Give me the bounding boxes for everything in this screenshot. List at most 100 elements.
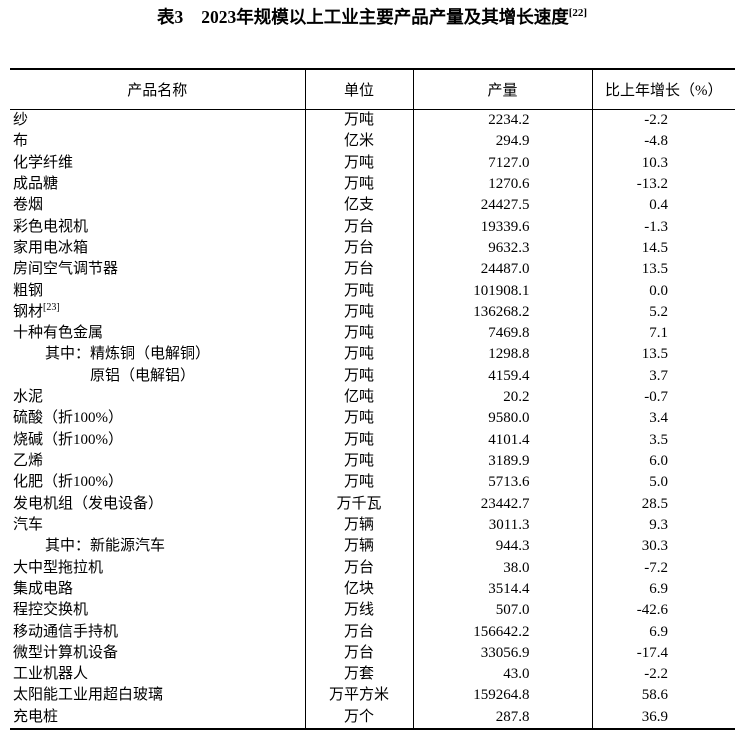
output-cell: 156642.2 (413, 621, 593, 643)
table-row: 彩色电视机 万台 19339.6 -1.3 (10, 216, 735, 238)
product-name-cell: 工业机器人 (10, 664, 306, 686)
product-name: 房间空气调节器 (13, 261, 119, 278)
table-row: 移动通信手持机 万台 156642.2 6.9 (10, 621, 735, 643)
output-cell: 3514.4 (413, 578, 593, 601)
unit-cell: 万辆 (305, 514, 414, 537)
column-header-product-name: 产品名称 (10, 69, 306, 110)
growth-cell: -2.2 (644, 112, 668, 128)
growth-cell: 30.3 (641, 538, 668, 555)
growth-cell: 28.5 (641, 495, 668, 512)
unit-cell: 亿米 (305, 131, 414, 153)
column-header-growth: 比上年增长（%） (592, 69, 735, 110)
product-name-cell: 化肥（折100%） (10, 472, 306, 494)
product-name-cell: 彩色电视机 (10, 216, 306, 238)
product-name-cell: 程控交换机 (10, 600, 306, 622)
growth-cell: 13.5 (641, 346, 668, 363)
unit-cell: 万吨 (305, 152, 414, 174)
output-cell: 23442.7 (413, 493, 593, 515)
table-row: 烧碱（折100%） 万吨 4101.4 3.5 (10, 429, 735, 451)
product-name-cell: 家用电冰箱 (10, 237, 306, 260)
product-name: 其中：新能源汽车 (45, 538, 166, 555)
footnote-ref-22: [22] (568, 7, 588, 19)
growth-cell: 7.1 (649, 325, 668, 342)
table-row: 十种有色金属 万吨 7469.8 7.1 (10, 323, 735, 345)
product-name-cell: 充电桩 (10, 706, 306, 730)
growth-cell: -13.2 (636, 175, 668, 192)
table-row: 卷烟 亿支 24427.5 0.4 (10, 195, 735, 217)
output-cell: 159264.8 (413, 685, 593, 707)
table-row: 发电机组（发电设备） 万千瓦 23442.7 28.5 (10, 493, 735, 515)
product-name-cell: 纱 (10, 109, 306, 132)
table-row: 水泥 亿吨 20.2 -0.7 (10, 387, 735, 409)
product-name-cell: 成品糖 (10, 173, 306, 196)
title-text: 2023年规模以上工业主要产品产量及其增长速度 (201, 6, 569, 27)
product-name-cell: 十种有色金属 (10, 323, 306, 345)
product-name: 集成电路 (13, 580, 74, 597)
unit-cell: 亿吨 (305, 387, 414, 409)
product-name-cell: 硫酸（折100%） (10, 408, 306, 430)
unit-cell: 万线 (305, 600, 414, 622)
unit-cell: 万吨 (305, 344, 414, 366)
unit-cell: 万吨 (305, 173, 414, 196)
unit-cell: 万吨 (305, 408, 414, 430)
product-name: 汽车 (13, 516, 44, 533)
unit-cell: 万辆 (305, 536, 414, 558)
growth-cell: 6.9 (649, 580, 668, 597)
table-row: 家用电冰箱 万台 9632.3 14.5 (10, 237, 735, 260)
table-row: 充电桩 万个 287.8 36.9 (10, 706, 735, 730)
unit-cell: 万千瓦 (305, 493, 414, 515)
output-cell: 101908.1 (413, 280, 593, 302)
product-name-cell: 集成电路 (10, 578, 306, 601)
output-cell: 5713.6 (413, 472, 593, 494)
table-row: 集成电路 亿块 3514.4 6.9 (10, 578, 735, 601)
product-name: 工业机器人 (13, 666, 89, 683)
product-name: 粗钢 (13, 282, 44, 299)
unit-cell: 亿支 (305, 195, 414, 217)
unit-cell: 万个 (305, 706, 414, 730)
table-row: 化肥（折100%） 万吨 5713.6 5.0 (10, 472, 735, 494)
product-name-cell: 水泥 (10, 387, 306, 409)
table-row: 钢材[23] 万吨 136268.2 5.2 (10, 301, 735, 324)
unit-cell: 万套 (305, 664, 414, 686)
product-name-cell: 钢材[23] (10, 301, 306, 324)
product-name-cell: 移动通信手持机 (10, 621, 306, 643)
output-cell: 4101.4 (413, 429, 593, 451)
growth-cell: -0.7 (644, 389, 668, 406)
product-name: 太阳能工业用超白玻璃 (13, 687, 164, 704)
table-row: 布 亿米 294.9 -4.8 (10, 131, 735, 153)
product-name: 充电桩 (13, 708, 59, 725)
product-name: 十种有色金属 (13, 325, 104, 342)
output-cell: 1270.6 (413, 173, 593, 196)
product-name-cell: 发电机组（发电设备） (10, 493, 306, 515)
growth-cell: -42.6 (636, 602, 668, 619)
output-cell: 2234.2 (413, 109, 593, 132)
product-name: 烧碱（折100%） (13, 431, 123, 448)
product-name-cell: 其中：精炼铜（电解铜） (10, 344, 306, 366)
product-name: 乙烯 (13, 453, 44, 469)
growth-cell: 6.9 (649, 623, 668, 640)
output-cell: 24427.5 (413, 195, 593, 217)
header-row: 产品名称 单位 产量 比上年增长（%） (10, 69, 735, 110)
output-cell: 3189.9 (413, 451, 593, 473)
product-name: 其中：精炼铜（电解铜） (45, 346, 211, 363)
product-name: 程控交换机 (13, 602, 89, 619)
table-row: 纱 万吨 2234.2 -2.2 (10, 109, 735, 132)
product-name-cell: 汽车 (10, 514, 306, 537)
output-cell: 4159.4 (413, 365, 593, 388)
product-name: 水泥 (13, 389, 44, 406)
unit-cell: 万吨 (305, 451, 414, 473)
growth-cell: 36.9 (641, 708, 668, 725)
output-cell: 294.9 (413, 131, 593, 153)
output-cell: 7469.8 (413, 323, 593, 345)
growth-cell: 3.4 (649, 410, 668, 427)
output-cell: 7127.0 (413, 152, 593, 174)
table-row: 太阳能工业用超白玻璃 万平方米 159264.8 58.6 (10, 685, 735, 707)
product-name: 移动通信手持机 (13, 623, 119, 640)
table-row: 原铝（电解铝） 万吨 4159.4 3.7 (10, 365, 735, 388)
unit-cell: 万吨 (305, 365, 414, 388)
unit-cell: 万平方米 (305, 685, 414, 707)
product-name-cell: 卷烟 (10, 195, 306, 217)
product-name: 硫酸（折100%） (13, 410, 123, 427)
growth-cell: 9.3 (649, 516, 668, 533)
